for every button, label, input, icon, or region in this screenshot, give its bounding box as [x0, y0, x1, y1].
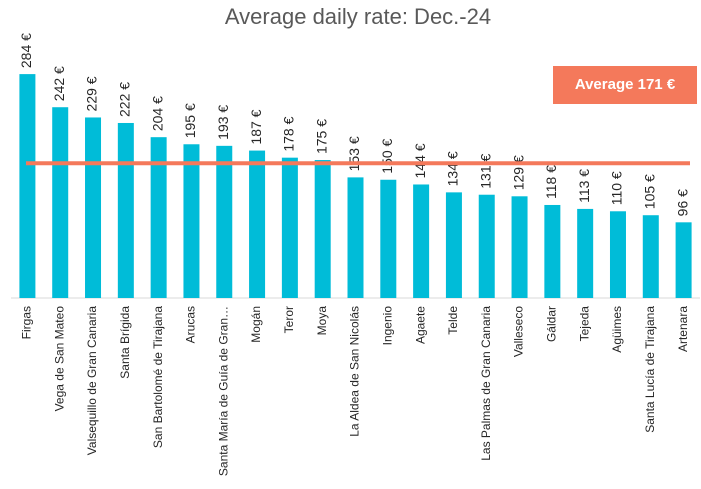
x-tick-label: Artenara [676, 306, 690, 352]
value-label: 110 € [609, 171, 625, 205]
x-tick-label: Tejeda [577, 306, 591, 342]
x-tick-label: Firgas [20, 306, 34, 339]
bar [478, 194, 495, 298]
bar [117, 122, 134, 298]
bar [380, 179, 397, 298]
x-tick-label: Telde [446, 306, 460, 335]
x-tick-label: Valleseco [512, 306, 526, 357]
x-tick-label: Las Palmas de Gran Canaria [479, 306, 493, 461]
x-tick-label: Mogán [249, 306, 263, 343]
value-label: 284 € [18, 33, 34, 68]
x-tick-label: Santa María de Guía de Gran… [216, 306, 230, 476]
x-tick-label: Arucas [184, 306, 198, 343]
value-label: 131 € [477, 153, 493, 188]
x-tick-label: Vega de San Mateo [52, 306, 66, 412]
bar [675, 222, 692, 298]
value-label: 118 € [543, 165, 559, 199]
value-label: 187 € [248, 109, 264, 144]
bar [577, 208, 594, 298]
value-label: 222 € [117, 82, 133, 117]
value-label: 113 € [576, 169, 592, 203]
bar [314, 160, 331, 298]
chart-title: Average daily rate: Dec.-24 [225, 4, 491, 29]
value-label: 195 € [182, 103, 198, 138]
value-label: 242 € [51, 66, 67, 101]
bar [216, 145, 233, 298]
value-label: 178 € [281, 116, 297, 151]
value-label: 144 € [412, 143, 428, 178]
x-tick-label: San Bartolomé de Tirajana [151, 306, 165, 448]
bar [347, 177, 364, 298]
bar [52, 107, 69, 298]
x-tick-label: Gáldar [545, 306, 559, 342]
value-label: 153 € [346, 136, 362, 171]
x-tick-label: Santa Brígida [118, 306, 132, 379]
x-tick-label: Santa Lucía de Tirajana [643, 306, 657, 433]
bar [413, 184, 430, 298]
x-tick-label: Agaete [413, 306, 427, 344]
value-label: 96 € [674, 189, 690, 216]
average-label: Average 171 € [575, 76, 676, 93]
value-label: 204 € [149, 96, 165, 131]
bar [609, 211, 626, 298]
value-label: 129 € [510, 155, 526, 190]
x-tick-label: Moya [315, 306, 329, 336]
bar [19, 74, 36, 298]
value-label: 105 € [641, 174, 657, 209]
x-tick-label: Ingenio [380, 306, 394, 346]
value-label: 150 € [379, 138, 395, 173]
bar [281, 157, 298, 298]
x-tick-label: Agüimes [610, 306, 624, 353]
x-tick-label: Teror [282, 306, 296, 333]
bar [150, 137, 167, 298]
bar [183, 144, 200, 298]
bar [642, 215, 659, 298]
bar [445, 192, 462, 298]
bar [511, 196, 528, 298]
x-tick-label: La Aldea de San Nicolás [348, 306, 362, 437]
value-label: 229 € [84, 76, 100, 111]
bar [249, 150, 266, 298]
average-box [553, 66, 697, 104]
bar [85, 117, 102, 298]
bar [544, 204, 561, 298]
value-label: 193 € [215, 105, 231, 140]
value-label: 175 € [313, 119, 329, 154]
value-label: 134 € [445, 151, 461, 186]
x-tick-label: Valsequillo de Gran Canaria [85, 306, 99, 456]
